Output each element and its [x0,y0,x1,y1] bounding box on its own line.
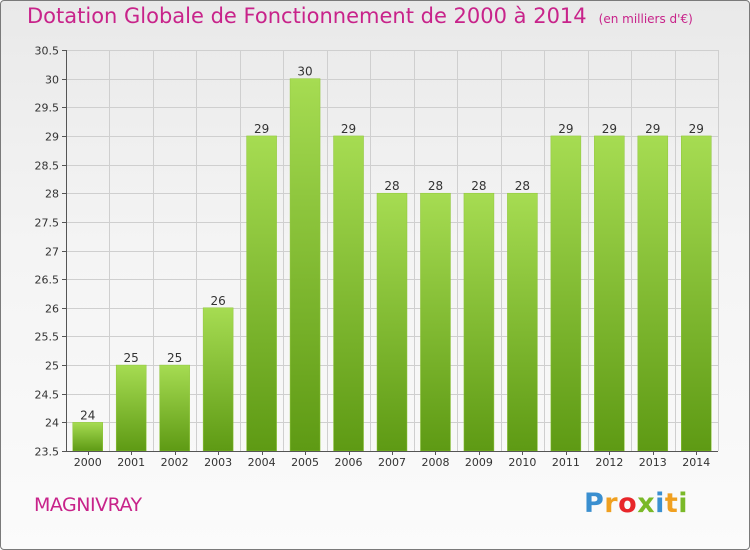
data-label: 28 [384,179,399,193]
bar-2010 [507,192,538,452]
unit-text: (en milliers d'€) [598,12,693,26]
bar-2012 [594,135,625,452]
data-label: 29 [602,122,617,136]
bar-2014 [681,135,712,452]
data-label: 29 [341,122,356,136]
logo-letter: r [604,488,619,519]
data-label: 29 [645,122,660,136]
y-tick-label: 24 [45,417,59,430]
data-label: 25 [167,351,182,365]
proxiti-logo[interactable]: Proxiti [584,488,688,519]
data-label: 26 [210,294,225,308]
y-tick-label: 27.5 [35,217,60,230]
x-tick-label: 2007 [378,456,406,469]
y-tick-label: 23.5 [35,446,60,459]
title-text: Dotation Globale de Fonctionnement de 20… [27,4,587,28]
bar-2000 [72,422,103,452]
y-tick-label: 30 [45,74,59,87]
logo-letter: x [637,488,656,519]
y-tick-label: 25.5 [35,331,60,344]
y-tick-label: 30.5 [35,45,60,58]
y-tick-label: 27 [45,246,59,259]
bar-2004 [246,135,277,452]
y-tick-label: 29 [45,131,59,144]
logo-letter: P [584,488,605,519]
x-tick-label: 2003 [204,456,232,469]
x-tick-label: 2014 [682,456,710,469]
x-tick-label: 2006 [335,456,363,469]
x-tick-label: 2004 [248,456,276,469]
data-label: 25 [124,351,139,365]
x-tick-label: 2009 [465,456,493,469]
logo-letter: t [664,488,679,519]
x-tick-label: 2013 [639,456,667,469]
bar-2006 [333,135,364,452]
y-tick-label: 28 [45,188,59,201]
bar-2007 [376,192,408,452]
logo-letter: i [655,488,665,519]
bar-2002 [159,364,190,452]
data-label: 29 [558,122,573,136]
x-tick-label: 2000 [74,456,102,469]
bar-2009 [463,192,495,452]
x-tick-label: 2008 [421,456,449,469]
data-label: 28 [471,179,486,193]
bar-2005 [289,78,321,452]
x-tick-label: 2012 [595,456,623,469]
bar-2003 [202,307,234,452]
data-label: 29 [254,122,269,136]
bar-2011 [550,135,582,452]
x-tick-label: 2010 [508,456,536,469]
y-tick-label: 28.5 [35,160,60,173]
y-tick-label: 24.5 [35,389,60,402]
commune-name: MAGNIVRAY [34,494,142,516]
data-label: 28 [515,179,530,193]
y-tick-label: 26.5 [35,274,60,287]
y-tick-label: 26 [45,303,59,316]
x-tick-label: 2011 [552,456,580,469]
x-tick-label: 2001 [117,456,145,469]
bar-2013 [637,135,669,452]
x-tick-label: 2002 [161,456,189,469]
logo-letter: o [618,488,638,519]
x-tick-label: 2005 [291,456,319,469]
data-label: 29 [689,122,704,136]
y-tick-label: 25 [45,360,59,373]
bar-2001 [115,364,147,452]
data-label: 24 [80,408,95,422]
chart-title: Dotation Globale de Fonctionnement de 20… [27,4,693,28]
bar-2008 [420,192,451,452]
data-label: 30 [297,65,312,79]
data-label: 28 [428,179,443,193]
logo-letter: i [678,488,689,519]
y-tick-label: 29.5 [35,102,60,115]
